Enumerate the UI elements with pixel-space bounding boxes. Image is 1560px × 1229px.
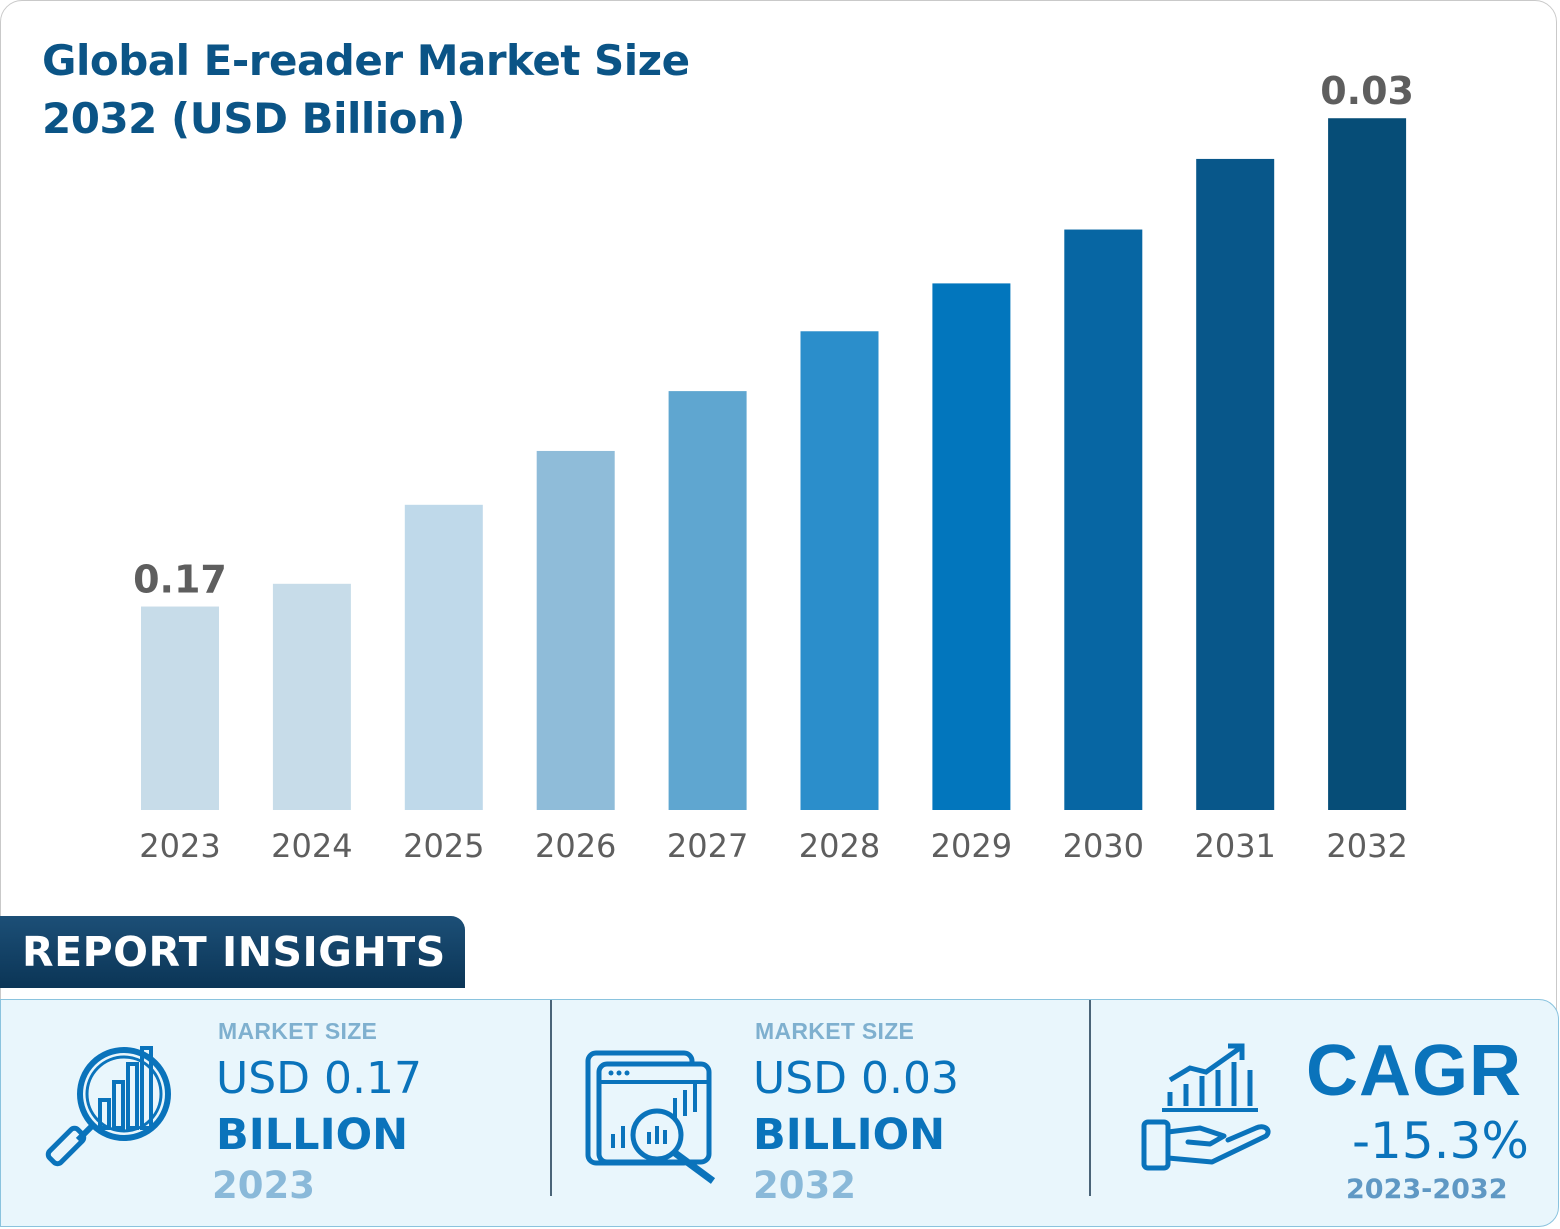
x-tick-label: 2032 <box>1326 827 1407 865</box>
market-size-2032-unit: BILLION <box>753 1110 946 1160</box>
bar-chart: 2023 2024 2025 2026 2027 2028 2029 2030 2031 2032… <box>133 69 1414 865</box>
market-size-2032-year: 2032 <box>753 1164 856 1207</box>
x-tick-label: 2025 <box>403 827 484 865</box>
market-size-2023-value: USD 0.17 <box>216 1053 422 1104</box>
report-insights-heading: REPORT INSIGHTS <box>22 928 446 976</box>
bar-2030 <box>1064 229 1143 811</box>
chart-title-line-1: Global E-reader Market Size <box>42 36 690 85</box>
x-tick-label: 2026 <box>535 827 616 865</box>
x-tick-label: 2030 <box>1063 827 1144 865</box>
x-tick-label: 2028 <box>799 827 880 865</box>
chart-title: Global E-reader Market Size 2032 (USD Bi… <box>42 32 690 148</box>
market-size-2032-label: MARKET SIZE <box>755 1018 915 1044</box>
cagr-label: CAGR <box>1306 1031 1522 1111</box>
insights-panel <box>0 999 1559 1227</box>
x-tick-label: 2031 <box>1194 827 1275 865</box>
bar-2032 <box>1328 118 1407 810</box>
cagr-period: 2023-2032 <box>1346 1174 1508 1205</box>
market-size-2023-label: MARKET SIZE <box>218 1018 378 1044</box>
bar-2024 <box>272 583 351 810</box>
dashboard-analysis-icon <box>585 1050 716 1184</box>
bar-2023 <box>141 606 219 810</box>
x-tick-label: 2023 <box>139 827 220 865</box>
x-tick-label: 2029 <box>931 827 1012 865</box>
bar-2027 <box>668 391 747 810</box>
x-tick-label: 2027 <box>667 827 748 865</box>
data-label: 0.17 <box>133 558 227 602</box>
x-tick-label: 2024 <box>271 827 352 865</box>
bar-2029 <box>932 283 1011 810</box>
cagr-value: -15.3% <box>1352 1112 1529 1170</box>
market-size-2032-value: USD 0.03 <box>753 1053 959 1104</box>
data-label: 0.03 <box>1320 69 1414 113</box>
magnifier-chart-icon <box>45 1046 171 1167</box>
bar-2025 <box>404 504 483 810</box>
market-size-2023-year: 2023 <box>212 1164 315 1207</box>
bar-2028 <box>800 331 879 810</box>
growth-hand-icon <box>1141 1043 1271 1171</box>
market-size-2023-unit: BILLION <box>216 1110 409 1160</box>
bar-2031 <box>1196 158 1275 810</box>
insights-divider <box>550 1000 552 1196</box>
insights-divider <box>1089 1000 1091 1196</box>
chart-title-line-2: 2032 (USD Billion) <box>42 94 466 143</box>
report-insights-tab: REPORT INSIGHTS <box>0 916 465 988</box>
bar-2026 <box>536 450 615 810</box>
